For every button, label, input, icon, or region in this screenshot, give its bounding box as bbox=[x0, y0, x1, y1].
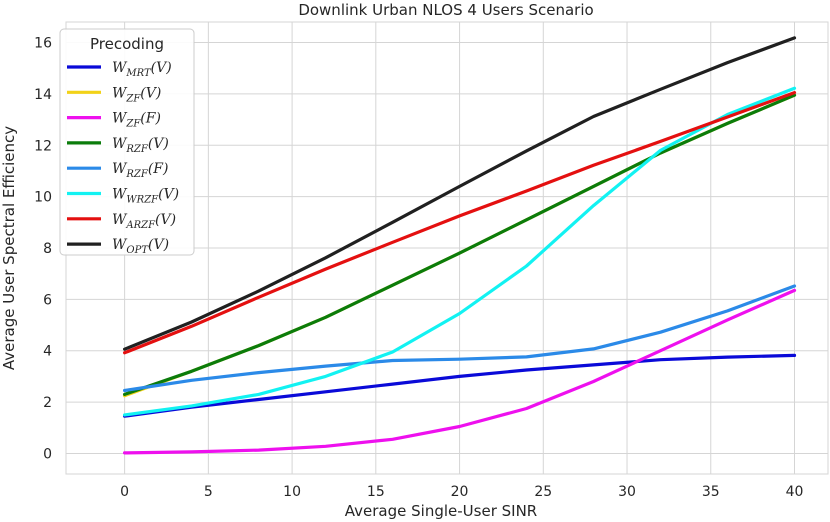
series-line-mrt-v bbox=[122, 353, 797, 418]
series-line-rzf-f bbox=[122, 284, 797, 393]
legend-box bbox=[59, 28, 195, 256]
y-tick-label: 6 bbox=[43, 292, 52, 308]
series-line-wrzf-v bbox=[122, 86, 797, 417]
x-tick-label: 25 bbox=[534, 484, 552, 500]
y-tick-label: 16 bbox=[34, 36, 52, 52]
series-line-zf-f bbox=[122, 288, 797, 455]
legend-label-subscript: MRT bbox=[125, 68, 152, 79]
legend-label: WWRZF(V) bbox=[112, 187, 179, 206]
legend-label: WZF(V) bbox=[112, 85, 161, 104]
x-axis-title: Average Single-User SINR bbox=[345, 502, 537, 520]
legend-label: WRZF(F) bbox=[112, 161, 168, 180]
legend-items: WMRT(V)WZF(V)WZF(F)WRZF(V)WRZF(F)WWRZF(V… bbox=[67, 60, 179, 256]
legend-label-subscript: ZF bbox=[125, 119, 141, 130]
legend-label-argument: (V) bbox=[151, 60, 172, 76]
legend-label: WRZF(V) bbox=[112, 136, 169, 155]
x-tick-label: 5 bbox=[204, 484, 213, 500]
x-tick-label: 15 bbox=[367, 484, 385, 500]
legend-label-subscript: ZF bbox=[125, 93, 141, 104]
legend-label: WMRT(V) bbox=[112, 60, 172, 79]
legend-label-base: W bbox=[112, 212, 128, 228]
x-tick-label: 35 bbox=[702, 484, 720, 500]
legend-label-argument: (V) bbox=[140, 85, 161, 101]
legend-label-subscript: RZF bbox=[125, 169, 148, 180]
series-lines bbox=[122, 36, 797, 455]
y-tick-label: 10 bbox=[34, 190, 52, 206]
legend: Precoding WMRT(V)WZF(V)WZF(F)WRZF(V)WRZF… bbox=[59, 28, 195, 256]
legend-label-subscript: RZF bbox=[125, 144, 148, 155]
legend-label-base: W bbox=[112, 111, 128, 127]
legend-label-base: W bbox=[112, 60, 128, 76]
x-tick-label: 0 bbox=[120, 484, 129, 500]
legend-label-base: W bbox=[112, 85, 128, 101]
y-axis-title: Average User Spectral Efficiency bbox=[0, 126, 18, 370]
legend-label-argument: (F) bbox=[140, 111, 161, 127]
legend-label-subscript: ARZF bbox=[125, 220, 156, 231]
legend-label-base: W bbox=[112, 187, 128, 203]
y-tick-label: 14 bbox=[34, 87, 52, 103]
legend-label-argument: (V) bbox=[148, 136, 169, 152]
chart-title: Downlink Urban NLOS 4 Users Scenario bbox=[298, 1, 593, 19]
y-tick-label: 8 bbox=[43, 241, 52, 257]
legend-title: Precoding bbox=[90, 35, 164, 53]
legend-label-subscript: OPT bbox=[126, 245, 149, 256]
legend-label: WARZF(V) bbox=[112, 212, 176, 231]
x-tick-label: 30 bbox=[618, 484, 636, 500]
series-line-rzf-v bbox=[122, 93, 797, 396]
legend-label: WOPT(V) bbox=[112, 237, 169, 256]
legend-label-argument: (F) bbox=[148, 161, 169, 177]
legend-label-base: W bbox=[112, 161, 128, 177]
legend-label-argument: (V) bbox=[158, 187, 179, 203]
legend-label-base: W bbox=[112, 136, 128, 152]
y-tick-label: 2 bbox=[43, 395, 52, 411]
x-tick-label: 20 bbox=[451, 484, 469, 500]
legend-label-argument: (V) bbox=[148, 237, 169, 253]
x-tick-label: 40 bbox=[786, 484, 804, 500]
legend-label-base: W bbox=[112, 237, 128, 253]
y-tick-label: 12 bbox=[34, 138, 52, 154]
y-tick-label: 0 bbox=[43, 446, 52, 462]
series-line-arzf-v bbox=[122, 90, 797, 355]
y-tick-label: 4 bbox=[43, 344, 52, 360]
legend-label-argument: (V) bbox=[155, 212, 176, 228]
axis-ticks: 0 5 10 15 20 25 30 35 40 0 2 4 6 8 10 12 14 16 bbox=[34, 36, 803, 500]
series-line-opt-v bbox=[122, 36, 797, 351]
legend-label-subscript: WRZF bbox=[126, 195, 159, 206]
legend-label: WZF(F) bbox=[112, 111, 161, 130]
x-tick-label: 10 bbox=[283, 484, 301, 500]
